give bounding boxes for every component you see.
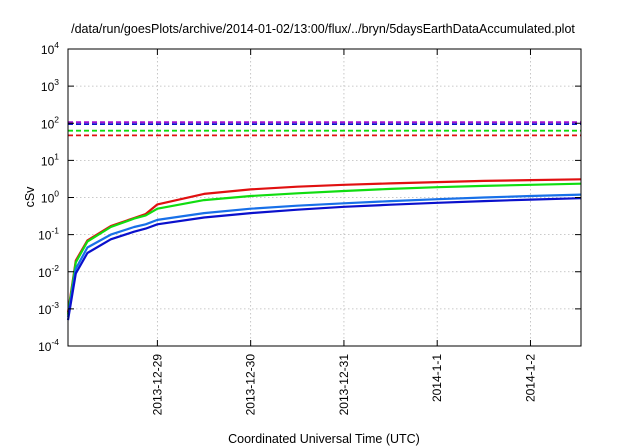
x-tick-label: 2014-1-2 (523, 354, 537, 402)
y-tick-label: 103 (41, 77, 59, 94)
series-line-2 (66, 182, 582, 315)
x-axis: 2013-12-29 2013-12-30 2013-12-31 2014-1-1 20… (150, 49, 537, 415)
plot-series (66, 121, 582, 321)
chart-title: /data/run/goesPlots/archive/2014-01-02/1… (71, 22, 575, 36)
y-tick-label: 10-4 (38, 337, 59, 354)
x-axis-label: Coordinated Universal Time (UTC) (228, 432, 420, 446)
grid (68, 49, 581, 346)
x-tick-label: 2014-1-1 (430, 354, 444, 402)
series-line-3 (66, 193, 582, 318)
y-axis: 10-4 10-3 10-2 10-1 100 101 102 103 104 (38, 40, 581, 354)
y-tick-label: 102 (41, 114, 59, 131)
y-tick-label: 100 (41, 189, 59, 206)
x-tick-label: 2013-12-30 (244, 354, 258, 416)
y-tick-label: 104 (41, 40, 59, 57)
x-tick-label: 2013-12-29 (150, 354, 164, 416)
y-tick-label: 10-3 (38, 300, 59, 317)
y-tick-label: 10-1 (38, 226, 59, 243)
y-axis-label: cSv (23, 186, 37, 208)
x-tick-label: 2013-12-31 (337, 354, 351, 416)
series-line-1 (66, 178, 582, 313)
series-line-4 (66, 197, 582, 321)
y-tick-label: 10-2 (38, 263, 59, 280)
y-tick-label: 101 (41, 151, 59, 168)
